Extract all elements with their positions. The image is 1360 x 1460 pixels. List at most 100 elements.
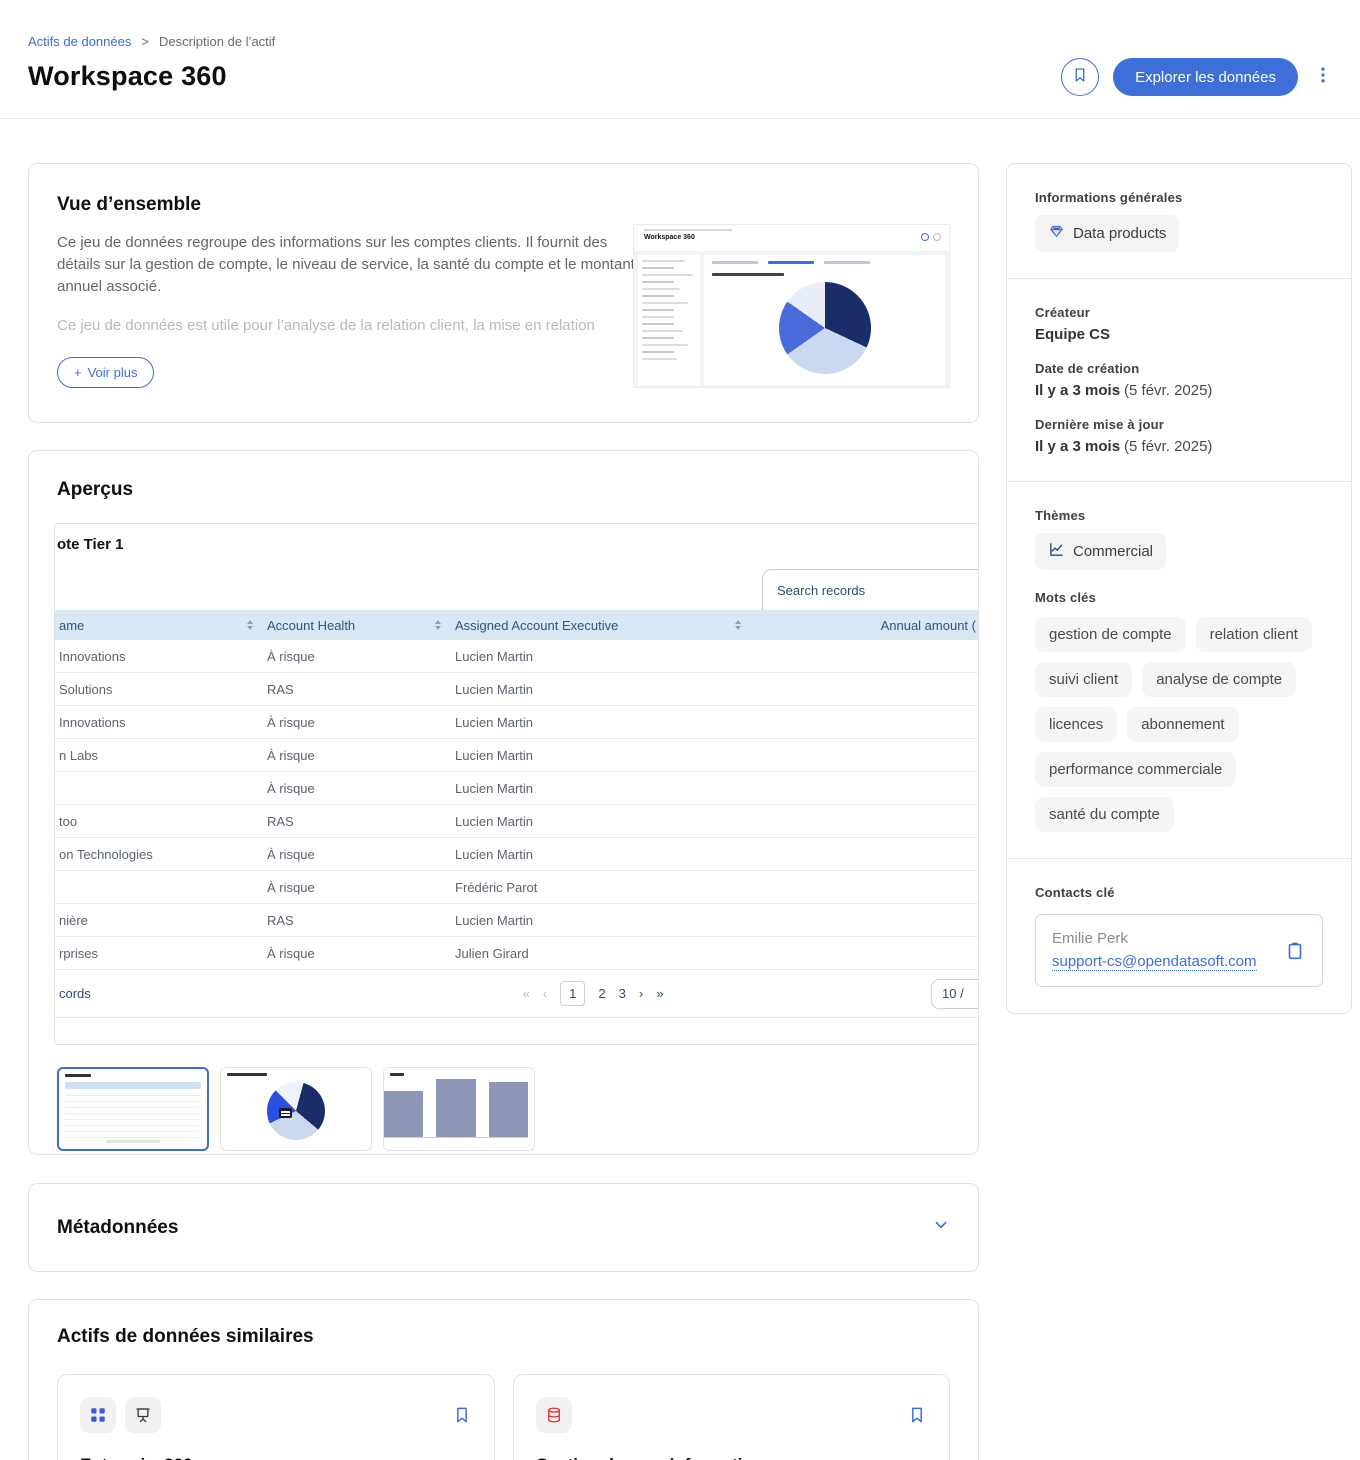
sort-icon[interactable]	[435, 620, 441, 630]
creation-date-relative: Il y a 3 mois	[1035, 382, 1121, 399]
overview-screenshot: Workspace 360	[633, 224, 950, 388]
keyword-chip[interactable]: analyse de compte	[1142, 662, 1297, 697]
cell-account-executive: Lucien Martin	[455, 846, 534, 862]
theme-chip-commercial[interactable]: Commercial	[1035, 533, 1167, 570]
cell-account-health: RAS	[267, 681, 294, 697]
pagination-page-3[interactable]: 3	[618, 986, 626, 1001]
bookmark-button[interactable]	[1061, 58, 1100, 96]
table-row[interactable]: n Labs À risque Lucien Martin	[55, 739, 978, 772]
table-row[interactable]: À risque Lucien Martin	[55, 772, 978, 805]
sort-icon[interactable]	[735, 620, 741, 630]
mini-sidebar	[638, 255, 700, 385]
breadcrumb-current: Description de l’actif	[158, 34, 276, 49]
pagination-next[interactable]: ›	[638, 986, 644, 1001]
pagination-prev[interactable]: ‹	[542, 986, 548, 1001]
breadcrumb-separator: >	[141, 34, 149, 49]
keyword-chip[interactable]: santé du compte	[1035, 797, 1174, 832]
similar-assets-card: Actifs de données similaires Entreprise3…	[28, 1299, 979, 1460]
page-size-select[interactable]: 10 /	[931, 978, 978, 1009]
records-count: cords	[59, 986, 91, 1001]
pagination-page-2[interactable]: 2	[598, 986, 606, 1001]
pagination: « ‹ 1 2 3 › »	[255, 981, 931, 1006]
cell-name: too	[59, 813, 78, 829]
cell-name: rprises	[59, 945, 99, 961]
table-row[interactable]: Innovations À risque Lucien Martin	[55, 706, 978, 739]
cell-account-executive: Julien Girard	[455, 945, 529, 961]
data-products-badge[interactable]: Data products	[1035, 215, 1180, 252]
table-row[interactable]: rprises À risque Julien Girard	[55, 937, 978, 970]
table-row[interactable]: too RAS Lucien Martin	[55, 805, 978, 838]
preview-table-body: Innovations À risque Lucien Martin Solution…	[55, 640, 978, 970]
cell-account-health: À risque	[267, 747, 315, 763]
keyword-chip[interactable]: performance commerciale	[1035, 752, 1237, 787]
pagination-last[interactable]: »	[656, 986, 664, 1001]
page-header: Actifs de données > Description de l’act…	[0, 0, 1360, 119]
last-update-relative: Il y a 3 mois	[1035, 438, 1121, 455]
breadcrumb-link-assets[interactable]: Actifs de données	[28, 34, 132, 49]
cell-account-executive: Lucien Martin	[455, 714, 534, 730]
table-preview: ote Tier 1 ame Account Health Assigned A…	[54, 523, 978, 1045]
contact-name: Emilie Perk	[1052, 930, 1128, 947]
similar-cards: Entreprise360 Gestion du parc informatiqu…	[57, 1374, 950, 1460]
bookmark-icon[interactable]	[907, 1405, 927, 1425]
pagination-page-1[interactable]: 1	[560, 981, 586, 1006]
explore-data-button[interactable]: Explorer les données	[1113, 58, 1298, 96]
keyword-chip[interactable]: suivi client	[1035, 662, 1133, 697]
table-widget-title: ote Tier 1	[57, 536, 124, 553]
chart-line-icon	[1048, 541, 1065, 562]
database-icon	[535, 1397, 572, 1433]
contact-email-link[interactable]: support-cs@opendatasoft.com	[1052, 953, 1257, 971]
thumbnail-table[interactable]	[57, 1067, 209, 1151]
mini-screenshot-title: Workspace 360	[644, 234, 695, 241]
info-sidebar: Informations générales Data products Cré…	[1006, 163, 1352, 1014]
search-records-input[interactable]	[762, 569, 978, 610]
cell-account-executive: Lucien Martin	[455, 681, 534, 697]
cell-account-executive: Frédéric Parot	[455, 879, 538, 895]
keywords-label: Mots clés	[1035, 590, 1097, 605]
bookmark-icon[interactable]	[452, 1405, 472, 1425]
grid-icon	[80, 1397, 116, 1433]
cell-account-health: À risque	[267, 945, 315, 961]
keyword-chip[interactable]: relation client	[1195, 617, 1312, 652]
similar-asset-card[interactable]: Entreprise360	[57, 1374, 495, 1460]
table-header-row: ame Account Health Assigned Account Exec…	[55, 610, 978, 640]
thumbnail-bar-chart[interactable]	[383, 1067, 535, 1151]
breadcrumb: Actifs de données > Description de l’act…	[28, 34, 1332, 49]
keyword-chip[interactable]: gestion de compte	[1035, 617, 1186, 652]
chevron-down-icon[interactable]	[932, 1216, 950, 1239]
keyword-chips: gestion de compte relation client suivi cl…	[1035, 617, 1323, 832]
table-row[interactable]: nière RAS Lucien Martin	[55, 904, 978, 937]
creation-date-absolute: (5 févr. 2025)	[1124, 382, 1213, 399]
table-row[interactable]: À risque Frédéric Parot	[55, 871, 978, 904]
sort-icon[interactable]	[247, 620, 253, 630]
last-update-absolute: (5 févr. 2025)	[1124, 438, 1213, 455]
keyword-chip[interactable]: licences	[1035, 707, 1118, 742]
table-row[interactable]: Solutions RAS Lucien Martin	[55, 673, 978, 706]
bookmark-icon	[1071, 66, 1089, 89]
pie-chart-icon	[267, 1082, 325, 1140]
metadata-title: Métadonnées	[57, 1216, 179, 1238]
similar-assets-title: Actifs de données similaires	[57, 1326, 314, 1347]
overview-paragraph-2: Ce jeu de données est utile pour l’analy…	[57, 317, 595, 335]
previews-title: Aperçus	[57, 479, 134, 500]
table-row[interactable]: on Technologies À risque Lucien Martin	[55, 838, 978, 871]
overview-paragraph-1: Ce jeu de données regroupe des informati…	[57, 234, 635, 295]
contact-card: Emilie Perk support-cs@opendatasoft.com	[1035, 914, 1323, 987]
cell-name: nière	[59, 912, 88, 928]
cell-account-executive: Lucien Martin	[455, 813, 534, 829]
thumbnail-pie-chart[interactable]	[220, 1067, 372, 1151]
cell-account-health: À risque	[267, 714, 315, 730]
similar-asset-card[interactable]: Gestion du parc informatique	[512, 1374, 950, 1460]
table-row[interactable]: Innovations À risque Lucien Martin	[55, 640, 978, 673]
cell-name: Solutions	[59, 681, 113, 697]
more-options-button[interactable]	[1312, 58, 1334, 96]
metadata-card[interactable]: Métadonnées	[28, 1183, 979, 1272]
see-more-button[interactable]: + Voir plus	[57, 357, 155, 388]
cell-name: on Technologies	[59, 846, 153, 862]
cell-account-health: À risque	[267, 648, 315, 664]
copy-icon[interactable]	[1284, 940, 1306, 962]
keyword-chip[interactable]: abonnement	[1127, 707, 1239, 742]
pagination-first[interactable]: «	[522, 986, 530, 1001]
cell-account-executive: Lucien Martin	[455, 747, 534, 763]
creation-date-label: Date de création	[1035, 361, 1140, 376]
